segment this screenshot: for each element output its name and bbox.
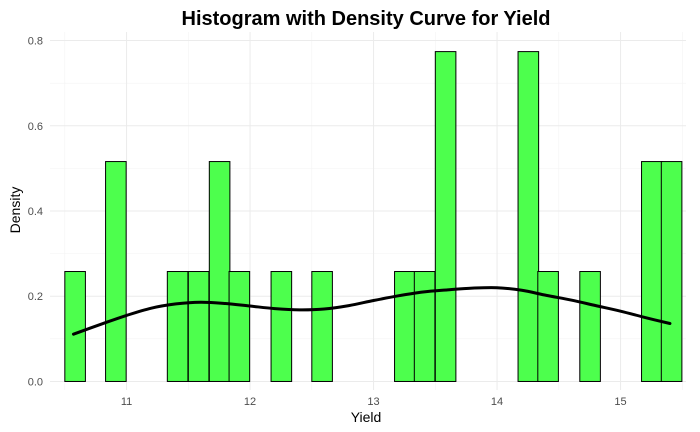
x-tick-label: 13 bbox=[367, 396, 379, 408]
y-tick-label: 0.0 bbox=[28, 376, 43, 388]
histogram-bar bbox=[660, 161, 683, 382]
major-gridlines bbox=[50, 32, 686, 390]
histogram-bar bbox=[537, 271, 559, 382]
y-tick-label: 0.4 bbox=[28, 206, 43, 218]
histogram-bar bbox=[270, 271, 293, 382]
histogram-bar bbox=[64, 271, 86, 382]
histogram-bar bbox=[311, 271, 333, 382]
x-tick-label: 11 bbox=[121, 396, 132, 408]
histogram-bar bbox=[394, 271, 416, 382]
chart-title: Histogram with Density Curve for Yield bbox=[182, 8, 551, 30]
histogram-bars bbox=[64, 51, 683, 382]
histogram-bar bbox=[517, 51, 540, 382]
histogram-bar bbox=[228, 271, 251, 382]
y-tick-label: 0.2 bbox=[28, 291, 43, 303]
histogram-bar bbox=[187, 271, 210, 382]
histogram-bar bbox=[166, 271, 189, 382]
histogram-bar bbox=[208, 161, 231, 382]
histogram-bar bbox=[434, 51, 457, 382]
y-axis-ticks: 0.0 0.2 0.4 0.6 0.8 bbox=[28, 36, 43, 389]
histogram-bar bbox=[413, 271, 436, 382]
x-tick-label: 14 bbox=[491, 396, 503, 408]
histogram-bar bbox=[579, 271, 601, 382]
y-tick-label: 0.8 bbox=[28, 36, 43, 48]
y-tick-label: 0.6 bbox=[28, 121, 43, 133]
histogram-bar bbox=[105, 161, 127, 382]
x-tick-label: 15 bbox=[614, 396, 626, 408]
y-axis-title: Density bbox=[7, 187, 23, 234]
histogram-bar bbox=[641, 161, 663, 382]
density-curve bbox=[71, 286, 672, 336]
x-axis-title: Yield bbox=[351, 409, 382, 425]
x-tick-label: 12 bbox=[244, 396, 256, 408]
x-axis-ticks: 11 12 13 14 15 bbox=[121, 396, 627, 408]
